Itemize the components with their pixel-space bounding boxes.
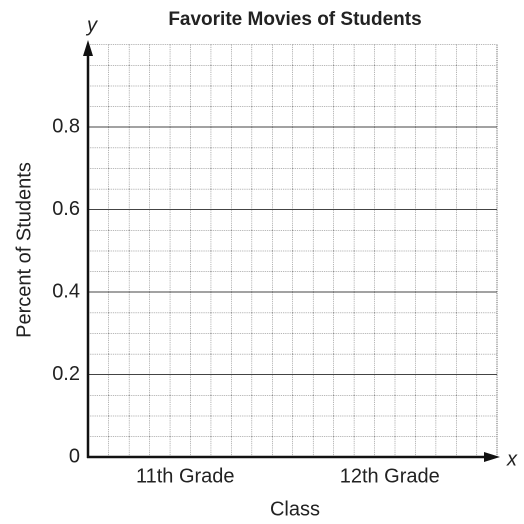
x-tick-label: 11th Grade bbox=[136, 465, 235, 487]
x-axis-arrow bbox=[484, 452, 500, 462]
y-tick-label: 0.6 bbox=[52, 198, 80, 220]
x-axis-label: Class bbox=[270, 498, 320, 520]
chart-title: Favorite Movies of Students bbox=[168, 9, 421, 30]
y-tick-label: 0.2 bbox=[52, 363, 80, 385]
y-tick-label: 0.4 bbox=[52, 280, 80, 302]
y-axis-letter: y bbox=[85, 14, 98, 36]
x-axis-letter: x bbox=[506, 448, 518, 470]
y-axis-label: Percent of Students bbox=[13, 162, 35, 338]
y-axis-arrow bbox=[83, 40, 93, 56]
y-tick-label: 0.8 bbox=[52, 115, 80, 137]
y-tick-label: 0 bbox=[69, 445, 80, 467]
x-tick-label: 12th Grade bbox=[340, 465, 440, 487]
graph-paper bbox=[88, 44, 497, 457]
